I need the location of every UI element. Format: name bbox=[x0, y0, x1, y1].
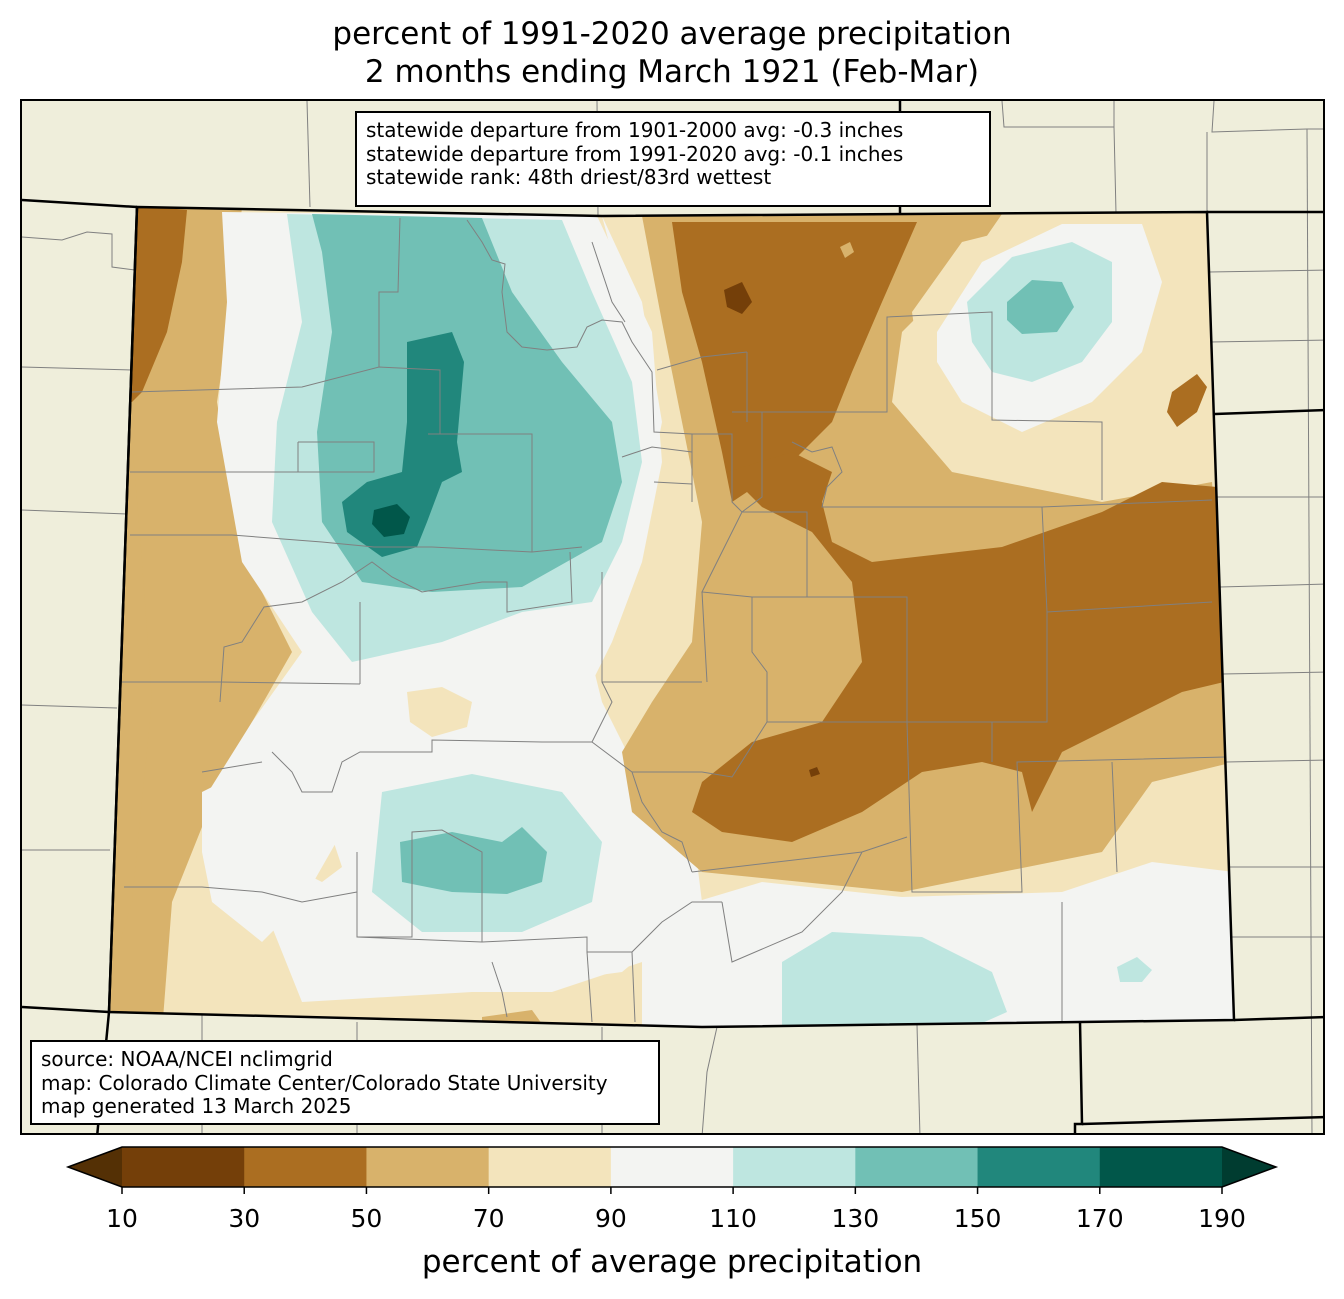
colorbar-bin bbox=[1099, 1147, 1223, 1187]
colorbar-tick-label: 170 bbox=[1075, 1204, 1124, 1233]
colorbar-tick-label: 10 bbox=[106, 1204, 138, 1233]
generated-date-line: map generated 13 March 2025 bbox=[41, 1094, 352, 1118]
colorbar-bin bbox=[855, 1147, 979, 1187]
map-title-line-1: percent of 1991-2020 average precipitati… bbox=[332, 16, 1012, 52]
colorbar-tick-label: 150 bbox=[953, 1204, 1002, 1233]
colorbar-bin bbox=[488, 1147, 612, 1187]
colorbar-extend-high bbox=[1222, 1147, 1276, 1187]
colorbar-bin bbox=[122, 1147, 245, 1187]
colorbar bbox=[65, 1146, 1279, 1194]
colorbar-bin bbox=[244, 1147, 367, 1187]
stats-departure-1991-2020: statewide departure from 1991-2020 avg: … bbox=[366, 141, 904, 166]
colorbar-bin bbox=[977, 1147, 1101, 1187]
precipitation-contours bbox=[109, 207, 1234, 1027]
source-credits-box: source: NOAA/NCEI nclimgrid map: Colorad… bbox=[30, 1040, 660, 1125]
colorbar-tick-label: 90 bbox=[594, 1204, 627, 1233]
colorbar-tick-label: 110 bbox=[709, 1204, 757, 1233]
colorbar-label: percent of average precipitation bbox=[421, 1244, 923, 1280]
map-title-line-2: 2 months ending March 1921 (Feb-Mar) bbox=[364, 54, 980, 90]
map-credit-line: map: Colorado Climate Center/Colorado St… bbox=[41, 1070, 608, 1095]
colorbar-bin bbox=[733, 1147, 856, 1187]
colorbar-tick-label: 30 bbox=[228, 1204, 261, 1233]
colorbar-tick-label: 130 bbox=[831, 1204, 880, 1233]
colorbar-tick-label: 190 bbox=[1198, 1204, 1246, 1233]
colorbar-tick-label: 50 bbox=[350, 1204, 383, 1233]
statewide-stats-box: statewide departure from 1901-2000 avg: … bbox=[355, 111, 991, 207]
colorbar-bin bbox=[366, 1147, 490, 1187]
colorbar-extend-low bbox=[68, 1147, 122, 1187]
source-line: source: NOAA/NCEI nclimgrid bbox=[41, 1047, 333, 1071]
colorbar-bin bbox=[610, 1147, 734, 1187]
stats-rank: statewide rank: 48th driest/83rd wettest bbox=[366, 165, 772, 189]
stats-departure-1901-2000: statewide departure from 1901-2000 avg: … bbox=[366, 118, 904, 142]
map-panel bbox=[20, 99, 1325, 1135]
precipitation-map bbox=[22, 101, 1323, 1133]
county-lines bbox=[122, 217, 1228, 1023]
colorbar-tick-label: 70 bbox=[472, 1204, 505, 1233]
